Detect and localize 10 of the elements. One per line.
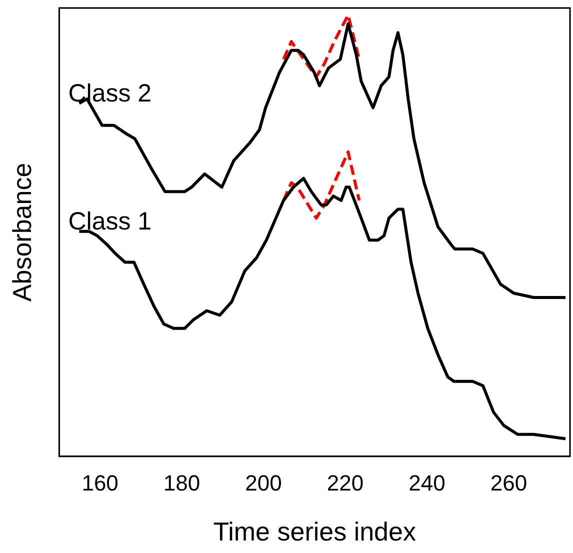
series-label: Class 1 xyxy=(68,208,152,236)
x-tick-label: 200 xyxy=(245,470,282,496)
x-tick-label: 260 xyxy=(490,470,528,496)
series-label: Class 2 xyxy=(68,80,152,108)
x-axis-title: Time series index xyxy=(213,516,416,547)
x-tick-label: 220 xyxy=(326,470,364,496)
x-tick-label: 240 xyxy=(408,470,446,496)
x-tick-label: 160 xyxy=(82,470,118,496)
x-tick-label: 180 xyxy=(163,470,200,496)
y-axis-title: Absorbance xyxy=(6,162,37,302)
